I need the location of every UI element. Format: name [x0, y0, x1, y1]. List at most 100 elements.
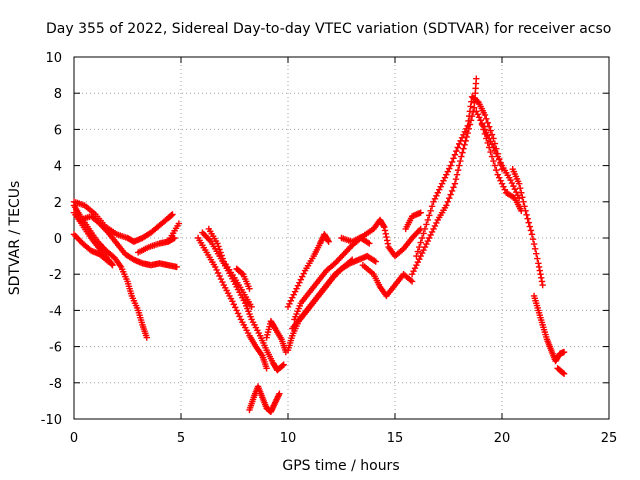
data-point	[514, 191, 521, 199]
y-tick-label: 2	[54, 196, 62, 211]
axis-ticks: 0 5 10 15 20 25 -10 -8 -6 -4 -2 0 2 4 6 8 10	[41, 51, 618, 446]
data-point	[219, 255, 226, 262]
data-point	[238, 270, 246, 277]
data-point	[531, 245, 539, 253]
data-point	[426, 234, 433, 242]
data-point	[105, 258, 112, 265]
data-point	[433, 192, 440, 199]
data-point	[530, 240, 538, 248]
data-point	[364, 239, 372, 246]
data-point	[526, 223, 534, 230]
data-point	[481, 111, 489, 119]
data-point	[440, 177, 447, 184]
data-point	[234, 310, 242, 317]
data-point	[490, 157, 497, 165]
data-point	[214, 240, 221, 247]
data-point	[263, 365, 270, 372]
data-point	[538, 274, 545, 282]
data-point	[408, 278, 416, 285]
data-point	[473, 108, 480, 115]
data-point	[280, 361, 287, 368]
data-point	[286, 300, 293, 307]
data-point	[287, 297, 295, 304]
data-point	[527, 227, 535, 234]
y-tick-label: 4	[54, 160, 62, 175]
data-point	[500, 183, 507, 190]
data-point	[485, 144, 493, 151]
data-point	[276, 390, 283, 397]
data-point	[535, 263, 543, 271]
data-point	[383, 233, 390, 241]
data-point	[143, 334, 150, 341]
data-point	[410, 267, 417, 275]
data-point	[366, 240, 373, 247]
data-point	[417, 239, 424, 246]
data-point	[491, 147, 499, 154]
data-point	[213, 266, 220, 274]
data-point	[447, 162, 454, 169]
data-point	[510, 182, 517, 190]
y-tick-label: -8	[49, 377, 62, 392]
data-point	[411, 264, 419, 272]
data-point	[217, 249, 224, 256]
data-point	[418, 234, 426, 242]
data-point	[533, 250, 540, 257]
data-point	[382, 230, 389, 237]
y-axis-label: SDTVAR / TECUs	[7, 181, 23, 296]
data-point	[217, 275, 225, 283]
data-point	[461, 141, 468, 148]
data-point	[528, 231, 536, 238]
data-point	[497, 177, 504, 184]
data-point	[325, 238, 332, 245]
data-point	[459, 149, 466, 156]
data-point	[460, 131, 467, 139]
data-point	[300, 270, 307, 277]
data-point	[467, 103, 474, 110]
data-point	[349, 256, 356, 263]
y-tick-label: 6	[54, 123, 62, 138]
data-point	[487, 148, 494, 156]
data-point	[487, 127, 494, 134]
data-point	[466, 108, 474, 115]
data-point	[498, 180, 506, 187]
data-point	[443, 202, 450, 209]
data-point	[451, 151, 459, 158]
data-point	[508, 179, 516, 187]
data-point	[560, 348, 568, 356]
data-point	[456, 162, 463, 169]
data-point	[457, 137, 464, 145]
data-point	[424, 237, 432, 245]
data-point	[516, 185, 524, 192]
data-point	[488, 153, 496, 160]
data-point	[212, 263, 219, 271]
data-point	[484, 139, 491, 147]
data-point	[480, 126, 487, 133]
data-point	[454, 144, 461, 151]
data-point	[398, 246, 406, 254]
x-tick-label: 5	[177, 431, 185, 446]
data-point	[215, 243, 222, 250]
x-tick-label: 0	[70, 431, 78, 446]
data-point	[414, 248, 422, 255]
data-point	[436, 186, 443, 193]
data-point	[474, 111, 481, 118]
y-tick-label: 8	[54, 87, 62, 102]
data-point	[441, 174, 449, 181]
data-point	[535, 260, 542, 267]
data-point	[408, 271, 416, 278]
data-point	[229, 298, 236, 305]
data-point	[463, 133, 470, 141]
data-point	[521, 203, 528, 210]
data-point	[493, 166, 500, 174]
data-point	[444, 168, 451, 175]
data-point	[443, 171, 450, 178]
data-point	[446, 165, 453, 172]
data-point	[452, 175, 460, 183]
data-point	[453, 171, 461, 178]
data-point	[418, 249, 426, 257]
data-point	[447, 191, 454, 198]
data-point	[407, 277, 414, 284]
data-point	[175, 220, 183, 227]
y-tick-label: 0	[54, 232, 62, 247]
data-point	[538, 278, 546, 285]
